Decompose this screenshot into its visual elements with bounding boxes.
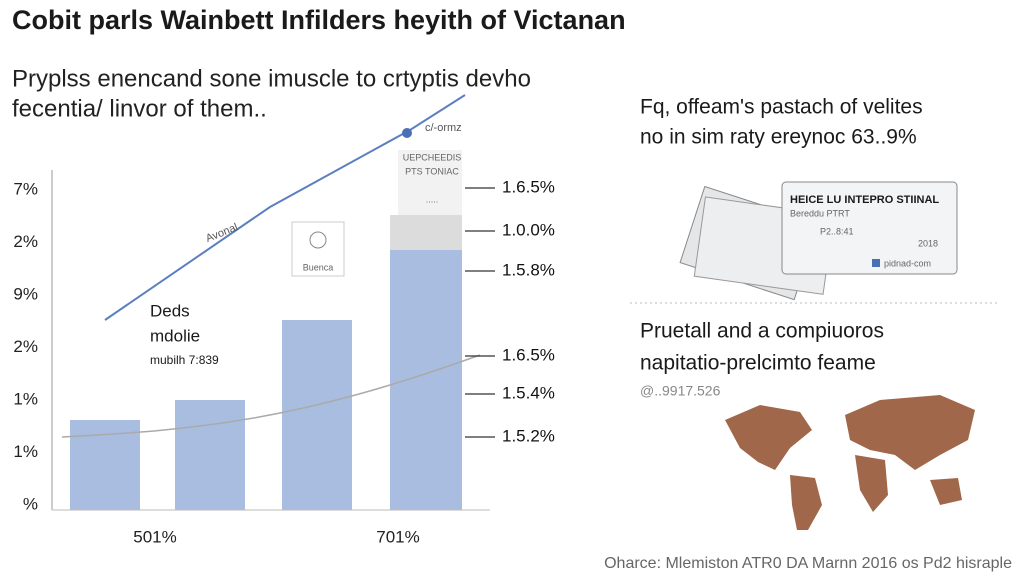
point xyxy=(402,128,412,138)
title: Cobit parls Wainbett Infilders heyith of… xyxy=(12,5,626,35)
card xyxy=(781,181,958,275)
bar-caption: PTS TONIAC xyxy=(405,166,459,176)
x-label: 501% xyxy=(133,527,176,546)
subtitle-line: fecentia/ linvor of them.. xyxy=(12,95,267,122)
bar-caption: UEPCHEEDIS xyxy=(403,152,462,162)
line-label: Avonal xyxy=(204,221,239,245)
value-label: 1.0.0% xyxy=(502,220,555,239)
bar xyxy=(175,400,245,510)
value-label: 1.5.2% xyxy=(502,426,555,445)
card-text: P2..8:41 xyxy=(820,226,854,236)
x-label: 701% xyxy=(376,527,419,546)
footer: Oharce: Mlemiston ATR0 DA Marnn 2016 os … xyxy=(604,555,1012,572)
box-label: Buenca xyxy=(303,262,334,272)
note: mdolie xyxy=(150,326,200,345)
card-text: 2018 xyxy=(918,238,938,248)
axis-label: 7% xyxy=(13,179,38,198)
axis-label: % xyxy=(23,494,38,513)
axis-label: 2% xyxy=(13,232,38,251)
card-header: HEICE LU INTEPRO STIINAL xyxy=(790,194,939,206)
bar-top xyxy=(398,150,462,215)
value-label: 1.6.5% xyxy=(502,345,555,364)
section-text: no in sim raty ereynoc 63..9% xyxy=(640,126,917,149)
bar-top xyxy=(390,215,462,250)
axis-label: 2% xyxy=(13,337,38,356)
icon-box xyxy=(291,221,345,277)
bar-caption: ..... xyxy=(426,194,439,204)
section-code: @..9917.526 xyxy=(640,383,721,399)
section-text: Pruetall and a compiuoros xyxy=(640,320,884,343)
note: Deds xyxy=(150,301,190,320)
card-text: pidnad-com xyxy=(884,258,931,268)
icon xyxy=(309,231,327,249)
value-label: 1.5.4% xyxy=(502,383,555,402)
section-text: Fq, offeam's pastach of velites xyxy=(640,96,923,119)
card-text: Bereddu PTRT xyxy=(790,208,850,218)
curve xyxy=(61,354,481,438)
section-text: napitatio-prelcimto feame xyxy=(640,352,876,375)
bar xyxy=(390,250,462,510)
bar xyxy=(282,320,352,510)
trend-line xyxy=(104,94,466,321)
card-icon xyxy=(872,259,880,267)
axis-label: 9% xyxy=(13,284,38,303)
note: mubilh 7:839 xyxy=(150,353,219,367)
world-map xyxy=(725,395,975,530)
subtitle-line: Pryplss enencand sone imuscle to crtypti… xyxy=(12,65,531,92)
value-label: 1.6.5% xyxy=(502,177,555,196)
point-label: c/-ormz xyxy=(425,122,462,134)
axis-label: 1% xyxy=(13,442,38,461)
axis-label: 1% xyxy=(13,389,38,408)
value-label: 1.5.8% xyxy=(502,260,555,279)
